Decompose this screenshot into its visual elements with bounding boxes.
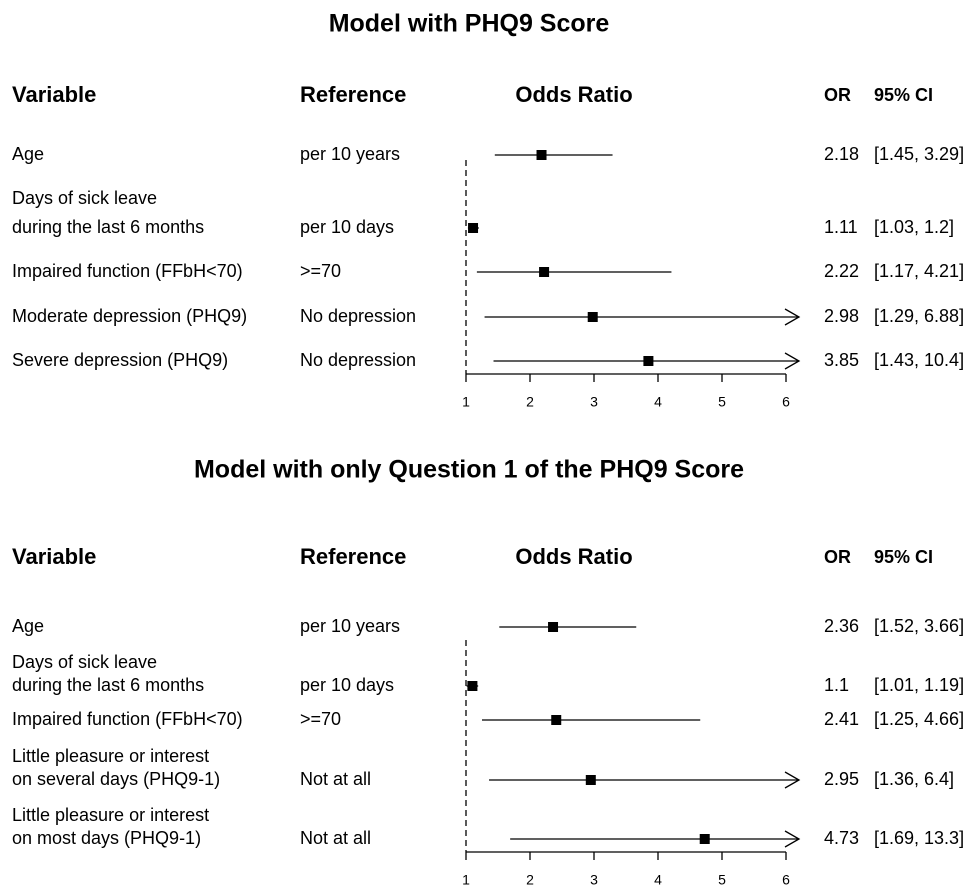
variable-label: Age — [12, 616, 44, 636]
odds-ratio-marker — [539, 267, 550, 277]
odds-ratio-marker — [587, 312, 598, 322]
x-tick-label: 1 — [462, 872, 470, 888]
variable-label: Days of sick leave — [12, 652, 157, 672]
header: Odds Ratio — [515, 544, 632, 569]
reference-label: per 10 years — [300, 616, 400, 636]
header: Reference — [300, 82, 406, 107]
x-tick-label: 6 — [782, 872, 790, 888]
header: Variable — [12, 544, 96, 569]
x-tick-label: 3 — [590, 394, 598, 410]
x-tick-label: 6 — [782, 394, 790, 410]
x-tick-label: 5 — [718, 394, 726, 410]
ci-label: [1.36, 6.4] — [874, 769, 954, 789]
or-label: 1.11 — [824, 217, 858, 237]
or-label: 3.85 — [824, 350, 859, 370]
ci-label: [1.03, 1.2] — [874, 217, 954, 237]
variable-label: Little pleasure or interest — [12, 746, 209, 766]
variable-label: Days of sick leave — [12, 188, 157, 208]
reference-label: per 10 years — [300, 144, 400, 164]
reference-label: >=70 — [300, 261, 341, 281]
reference-label: No depression — [300, 306, 416, 326]
header: 95% CI — [874, 85, 933, 105]
or-label: 2.98 — [824, 306, 859, 326]
reference-label: Not at all — [300, 769, 371, 789]
variable-label: Impaired function (FFbH<70) — [12, 261, 243, 281]
ci-label: [1.29, 6.88] — [874, 306, 964, 326]
odds-ratio-marker — [467, 681, 478, 691]
ci-label: [1.52, 3.66] — [874, 616, 964, 636]
reference-label: Not at all — [300, 828, 371, 848]
x-tick-label: 1 — [462, 394, 470, 410]
reference-label: No depression — [300, 350, 416, 370]
variable-label: during the last 6 months — [12, 675, 204, 695]
or-label: 2.41 — [824, 709, 859, 729]
header: OR — [824, 85, 851, 105]
x-tick-label: 4 — [654, 394, 662, 410]
chart-title: Model with only Question 1 of the PHQ9 S… — [194, 456, 744, 484]
or-label: 2.18 — [824, 144, 859, 164]
ci-arrow — [784, 830, 801, 848]
variable-label: Moderate depression (PHQ9) — [12, 306, 247, 326]
ci-arrow — [784, 352, 801, 370]
header: 95% CI — [874, 547, 933, 567]
odds-ratio-marker — [699, 834, 710, 844]
odds-ratio-marker — [548, 622, 559, 632]
or-label: 4.73 — [824, 828, 859, 848]
header: Odds Ratio — [515, 82, 632, 107]
x-tick-label: 3 — [590, 872, 598, 888]
variable-label: Impaired function (FFbH<70) — [12, 709, 243, 729]
x-tick-label: 5 — [718, 872, 726, 888]
x-tick-label: 2 — [526, 394, 534, 410]
reference-label: per 10 days — [300, 217, 394, 237]
header: OR — [824, 547, 851, 567]
variable-label: on several days (PHQ9-1) — [12, 769, 220, 789]
variable-label: Severe depression (PHQ9) — [12, 350, 228, 370]
or-label: 2.95 — [824, 769, 859, 789]
ci-label: [1.43, 10.4] — [874, 350, 964, 370]
ci-label: [1.45, 3.29] — [874, 144, 964, 164]
header: Reference — [300, 544, 406, 569]
reference-label: >=70 — [300, 709, 341, 729]
ci-label: [1.17, 4.21] — [874, 261, 964, 281]
ci-arrow — [784, 308, 801, 326]
header: Variable — [12, 82, 96, 107]
variable-label: Little pleasure or interest — [12, 805, 209, 825]
or-label: 1.1 — [824, 675, 849, 695]
x-tick-label: 4 — [654, 872, 662, 888]
x-tick-label: 2 — [526, 872, 534, 888]
ci-arrow — [784, 771, 801, 789]
ci-label: [1.01, 1.19] — [874, 675, 964, 695]
odds-ratio-marker — [536, 150, 547, 160]
chart-title: Model with PHQ9 Score — [329, 10, 610, 38]
odds-ratio-marker — [468, 223, 479, 233]
variable-label: Age — [12, 144, 44, 164]
odds-ratio-marker — [585, 775, 596, 785]
variable-label: on most days (PHQ9-1) — [12, 828, 201, 848]
or-label: 2.36 — [824, 616, 859, 636]
or-label: 2.22 — [824, 261, 859, 281]
reference-label: per 10 days — [300, 675, 394, 695]
variable-label: during the last 6 months — [12, 217, 204, 237]
ci-label: [1.69, 13.3] — [874, 828, 964, 848]
odds-ratio-marker — [551, 715, 562, 725]
odds-ratio-marker — [643, 356, 654, 366]
ci-label: [1.25, 4.66] — [874, 709, 964, 729]
